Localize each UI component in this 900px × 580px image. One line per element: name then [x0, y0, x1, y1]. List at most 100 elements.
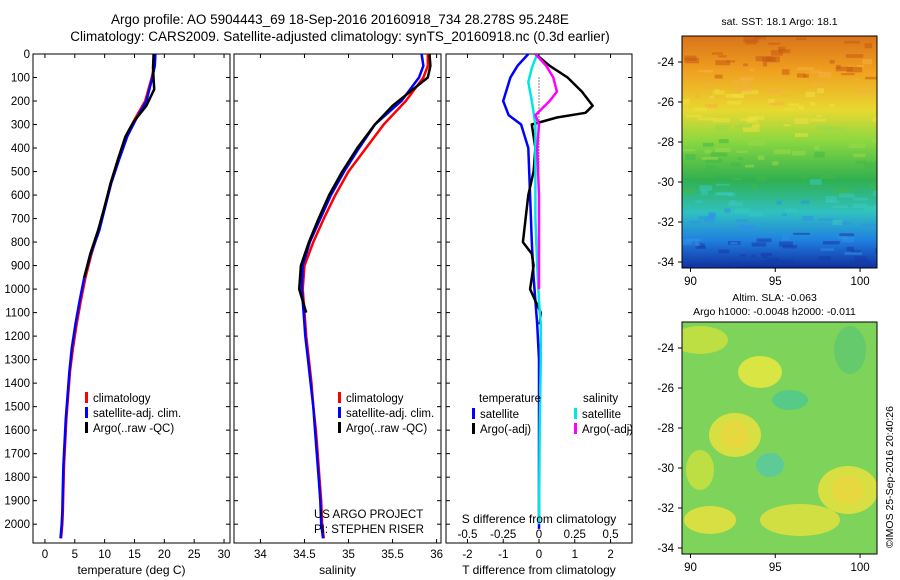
sst-texture-cell — [760, 252, 773, 257]
sst-texture-cell — [728, 201, 744, 207]
sst-texture-cell — [682, 188, 696, 194]
map-y-tick-label: -34 — [657, 257, 674, 269]
sst-texture-cell — [783, 124, 791, 127]
sst-texture-cell — [772, 161, 779, 166]
sst-texture-cell — [743, 63, 748, 67]
sst-texture-cell — [712, 90, 725, 95]
sla-anomaly-blob — [818, 466, 877, 514]
sst-texture-cell — [841, 73, 855, 76]
imos-stamp: ©IMOS 25-Sep-2016 20:40:26 — [884, 406, 896, 548]
sst-texture-cell — [704, 218, 715, 223]
y-tick-label: 1000 — [4, 284, 30, 296]
map-y-tick-label: -30 — [657, 177, 674, 189]
sst-texture-cell — [849, 260, 865, 266]
legend-label: satellite-adj. clim. — [93, 408, 181, 420]
sst-texture-cell — [734, 87, 753, 92]
sst-texture-cell — [743, 82, 748, 89]
sst-texture-cell — [794, 133, 808, 137]
map-x-tick-label: 100 — [850, 562, 869, 574]
sst-texture-cell — [768, 42, 781, 45]
legend-label: satellite — [582, 409, 621, 421]
sst-texture-cell — [755, 56, 773, 62]
sst-texture-cell — [778, 49, 791, 54]
sst-texture-cell — [735, 219, 749, 222]
sst-texture-cell — [767, 257, 779, 262]
sst-texture-cell — [682, 98, 690, 105]
sst-texture-cell — [776, 259, 794, 266]
sst-texture-cell — [813, 145, 820, 151]
legend-swatch — [338, 422, 341, 433]
y-tick-label: 900 — [11, 261, 30, 273]
map-frame-sst-map — [681, 35, 878, 269]
x-tick-label: 35 — [342, 549, 355, 561]
sst-texture-cell — [796, 37, 807, 40]
sst-texture-cell — [734, 208, 750, 214]
map-y-tick-label: -32 — [657, 217, 674, 229]
figure-title-line1: Argo profile: AO 5904443_69 18-Sep-2016 … — [111, 12, 569, 27]
sst-texture-cell — [783, 107, 796, 111]
sst-texture-cell — [750, 254, 756, 258]
sst-texture-cell — [713, 117, 730, 123]
sst-texture-cell — [837, 221, 851, 225]
x-tick-label: 1 — [572, 549, 578, 561]
sst-texture-cell — [724, 208, 731, 213]
sst-texture-cell — [791, 150, 806, 156]
y-tick-label: 1200 — [4, 331, 30, 343]
sla-anomaly-blob — [682, 326, 728, 354]
legend-swatch — [338, 392, 341, 403]
sst-texture-cell — [844, 252, 863, 255]
sst-texture-cell — [805, 91, 816, 98]
sst-texture-cell — [693, 264, 709, 268]
y-tick-label: 1300 — [4, 355, 30, 367]
sst-texture-cell — [782, 234, 790, 241]
sst-texture-cell — [825, 127, 834, 134]
sst-texture-cell — [825, 196, 837, 203]
sst-texture-cell — [704, 149, 712, 154]
map-y-tick-label: -28 — [657, 137, 674, 149]
sst-texture-cell — [737, 157, 744, 161]
x-tick-label-top: -0.5 — [458, 529, 478, 541]
legend-label: Argo(-adj) — [582, 424, 633, 436]
legend-label: satellite — [480, 409, 519, 421]
sst-texture-cell — [762, 255, 768, 259]
sst-texture-cell — [743, 36, 759, 43]
sst-texture-cell — [798, 105, 805, 111]
sst-texture-cell — [686, 238, 703, 242]
sla-anomaly-blob — [686, 450, 714, 490]
sst-texture-cell — [846, 246, 855, 252]
sst-texture-cell — [810, 118, 827, 122]
sst-texture-cell — [867, 266, 877, 268]
sst-texture-cell — [832, 220, 843, 226]
legend-swatch — [85, 422, 88, 433]
series-line-difference-3 — [534, 53, 559, 290]
sst-texture-cell — [712, 265, 726, 268]
sst-texture-cell — [739, 225, 755, 231]
x-tick-label-top: 0 — [536, 529, 542, 541]
x-tick-label: 15 — [128, 549, 141, 561]
sst-texture-cell — [715, 183, 730, 186]
sla-anomaly-blob — [709, 413, 761, 457]
sst-texture-cell — [747, 140, 765, 146]
sst-texture-cell — [755, 175, 768, 181]
sst-texture-cell — [695, 239, 701, 246]
sst-texture-cell — [704, 103, 712, 108]
series-line-difference-2 — [527, 53, 543, 525]
sst-texture-cell — [777, 172, 784, 175]
sst-texture-cell — [697, 117, 715, 121]
map-frame-sla-map — [681, 321, 878, 555]
sst-texture-cell — [718, 139, 729, 144]
sst-texture-cell — [864, 162, 877, 169]
legend-header-salinity: salinity — [583, 393, 618, 405]
map-y-tick-label: -24 — [657, 343, 674, 355]
x-tick-label: 36 — [430, 549, 443, 561]
sst-texture-cell — [854, 256, 868, 262]
map-title: sat. SST: 18.1 Argo: 18.1 — [721, 16, 837, 28]
sst-texture-cell — [694, 93, 701, 99]
sst-texture-cell — [816, 114, 823, 118]
sst-texture-cell — [796, 73, 806, 78]
sst-texture-cell — [870, 171, 877, 175]
sst-texture-cell — [738, 78, 753, 83]
sst-texture-cell — [800, 175, 807, 179]
y-tick-label: 0 — [24, 49, 30, 61]
